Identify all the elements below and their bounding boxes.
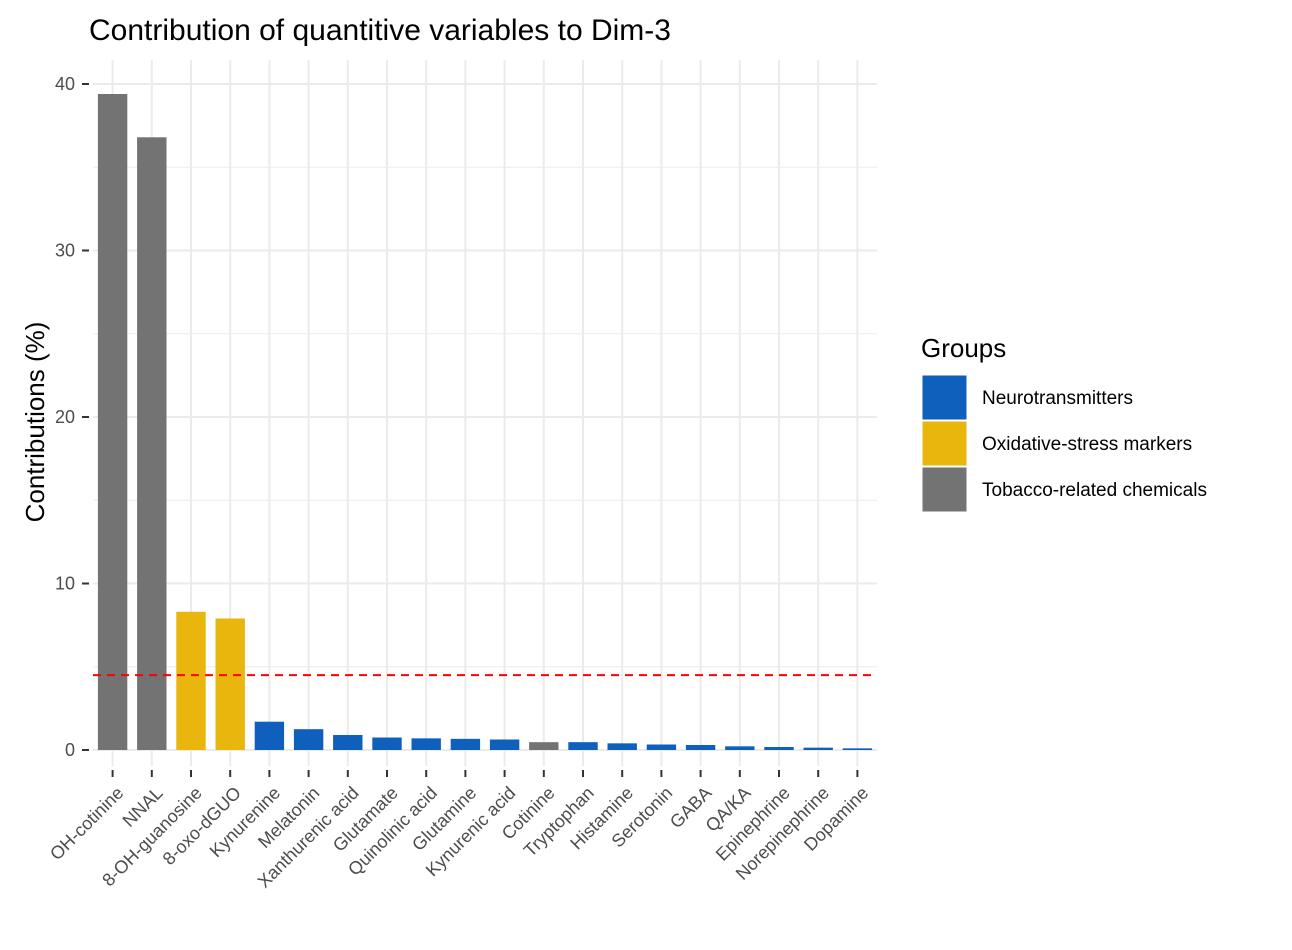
bars bbox=[97, 93, 873, 751]
y-tick-label: 30 bbox=[55, 241, 75, 261]
bar-kynurenine bbox=[254, 721, 285, 750]
y-axis: 0 10 20 30 40 bbox=[55, 74, 89, 760]
bar-nnal bbox=[137, 137, 167, 750]
legend-label: Neurotransmitters bbox=[982, 388, 1133, 409]
bar-glutamate bbox=[372, 737, 402, 750]
x-axis: OH-cotinineNNAL8-OH-guanosine8-oxo-dGUOK… bbox=[46, 770, 872, 892]
legend-label: Tobacco-related chemicals bbox=[982, 480, 1207, 501]
chart-title: Contribution of quantitive variables to … bbox=[89, 14, 671, 47]
bar-8-oxo-dguo bbox=[215, 618, 245, 750]
bar-gaba bbox=[685, 745, 716, 750]
y-tick-label: 20 bbox=[55, 407, 75, 427]
grid-lines bbox=[93, 60, 877, 766]
bar-8-oh-guanosine bbox=[176, 611, 206, 750]
legend: Groups Neurotransmitters Oxidative-stress… bbox=[921, 333, 1207, 513]
bar-norepinephrine bbox=[803, 747, 833, 750]
bar-quinolinic-acid bbox=[411, 738, 441, 750]
legend-swatch bbox=[921, 466, 968, 513]
bar-oh-cotinine bbox=[97, 93, 128, 751]
bar-melatonin bbox=[293, 729, 324, 750]
bar-dopamine bbox=[842, 748, 873, 750]
bar-glutamine bbox=[450, 738, 481, 750]
bar-xanthurenic-acid bbox=[333, 735, 363, 750]
y-tick-label: 40 bbox=[55, 74, 75, 94]
legend-label: Oxidative-stress markers bbox=[982, 434, 1192, 455]
bar-kynurenic-acid bbox=[489, 739, 520, 750]
bar-epinephrine bbox=[764, 747, 794, 750]
y-axis-label: Contributions (%) bbox=[20, 322, 50, 523]
bar-cotinine bbox=[529, 742, 559, 750]
legend-title: Groups bbox=[921, 333, 1006, 363]
y-tick-label: 0 bbox=[65, 740, 75, 760]
legend-swatch bbox=[921, 374, 968, 421]
y-tick-label: 10 bbox=[55, 574, 75, 594]
bar-qa-ka bbox=[725, 746, 755, 750]
legend-swatch bbox=[921, 420, 968, 467]
bar-serotonin bbox=[646, 744, 677, 750]
bar-histamine bbox=[607, 743, 637, 750]
bar-tryptophan bbox=[568, 742, 598, 750]
x-tick-label: OH-cotinine bbox=[46, 783, 127, 864]
